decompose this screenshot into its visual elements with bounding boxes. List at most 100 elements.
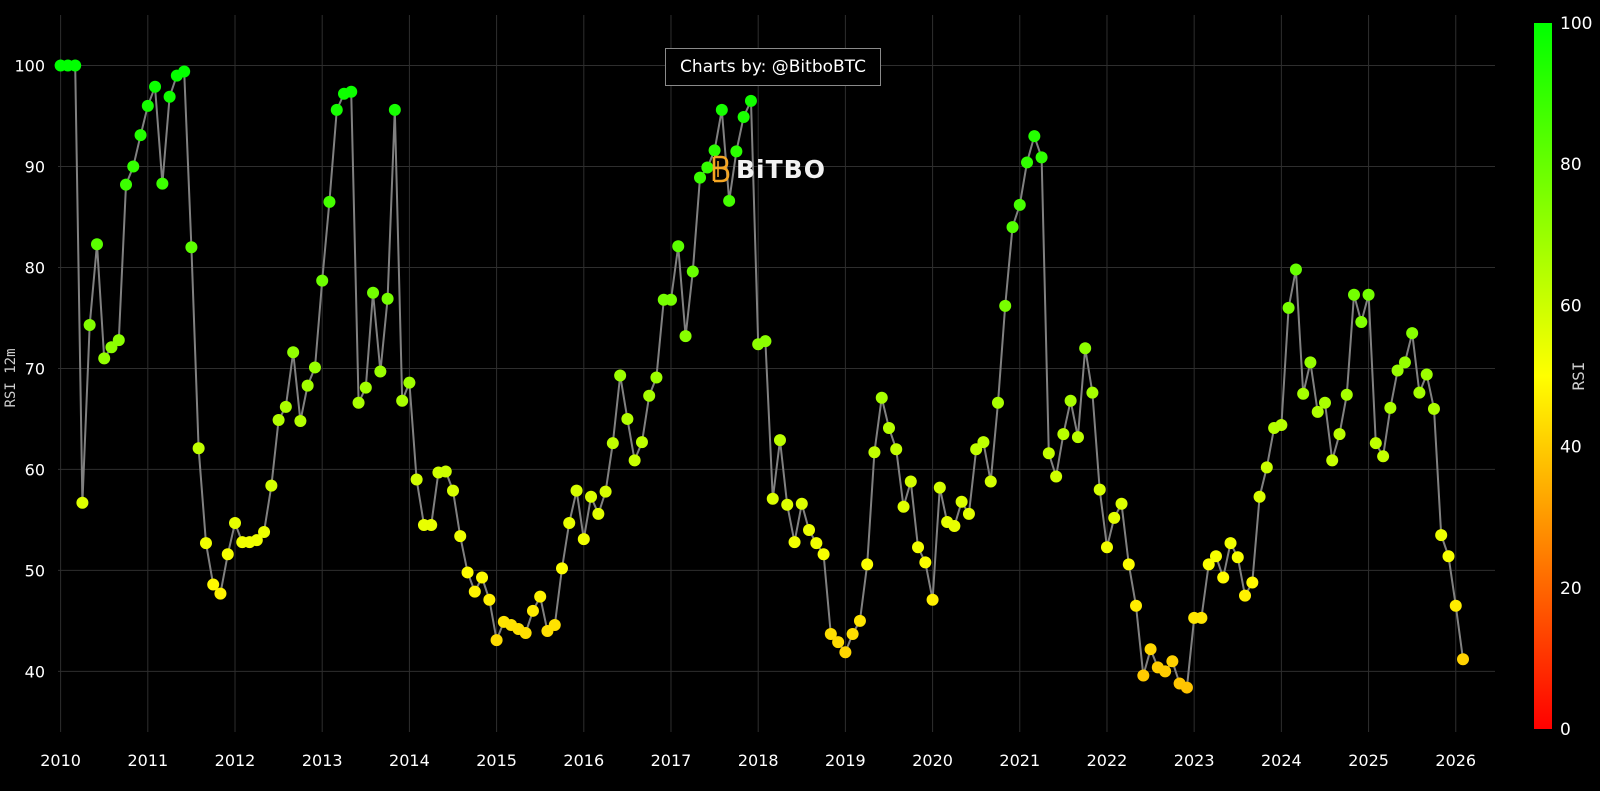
data-point xyxy=(301,379,314,392)
data-point xyxy=(1456,653,1469,666)
data-point xyxy=(265,479,278,492)
data-point xyxy=(439,465,452,478)
data-point xyxy=(149,80,162,93)
data-point xyxy=(723,194,736,207)
data-point xyxy=(1159,665,1172,678)
data-point xyxy=(817,548,830,561)
data-point xyxy=(98,352,111,365)
data-point xyxy=(904,475,917,488)
bitbo-logo-icon xyxy=(712,155,730,183)
data-point xyxy=(839,646,852,659)
y-tick-label: 40 xyxy=(25,662,45,681)
data-point xyxy=(962,507,975,520)
x-tick-label: 2021 xyxy=(999,751,1040,770)
data-point xyxy=(1086,386,1099,399)
y-tick-label: 70 xyxy=(25,359,45,378)
data-points xyxy=(54,59,1469,694)
data-point xyxy=(1064,394,1077,407)
colorbar-tick-label: 60 xyxy=(1560,296,1582,316)
data-point xyxy=(788,536,801,549)
data-point xyxy=(1180,681,1193,694)
data-point xyxy=(650,371,663,384)
data-point xyxy=(686,265,699,278)
data-point xyxy=(1144,643,1157,656)
data-point xyxy=(374,365,387,378)
data-point xyxy=(1362,288,1375,301)
data-point xyxy=(1304,356,1317,369)
x-tick-label: 2011 xyxy=(127,751,168,770)
x-tick-label: 2013 xyxy=(302,751,343,770)
data-point xyxy=(679,330,692,343)
data-point xyxy=(388,103,401,116)
data-point xyxy=(461,566,474,579)
data-point xyxy=(396,394,409,407)
data-point xyxy=(621,412,634,425)
data-point xyxy=(781,498,794,511)
colorbar-label: RSI xyxy=(1569,362,1588,391)
data-point xyxy=(1427,402,1440,415)
data-point xyxy=(861,558,874,571)
data-point xyxy=(367,286,380,299)
data-point xyxy=(1275,419,1288,432)
data-point xyxy=(1028,130,1041,143)
data-point xyxy=(83,319,96,332)
y-tick-label: 80 xyxy=(25,258,45,277)
data-point xyxy=(207,578,220,591)
bitbo-logo-text: BiTBO xyxy=(736,154,826,184)
data-point xyxy=(766,492,779,505)
data-point xyxy=(178,65,191,78)
gridlines xyxy=(58,15,1495,732)
data-point xyxy=(1333,428,1346,441)
data-point xyxy=(403,376,416,389)
data-point xyxy=(1166,655,1179,668)
x-tick-label: 2023 xyxy=(1174,751,1215,770)
data-point xyxy=(287,346,300,359)
data-point xyxy=(1050,470,1063,483)
bitbo-logo: BiTBO xyxy=(710,152,826,186)
data-point xyxy=(1246,576,1259,589)
colorbar-tick-label: 0 xyxy=(1560,720,1571,740)
data-point xyxy=(1130,599,1143,612)
data-point xyxy=(163,90,176,103)
data-point xyxy=(1340,388,1353,401)
data-point xyxy=(1377,450,1390,463)
data-point xyxy=(534,590,547,603)
data-point xyxy=(1202,558,1215,571)
x-tick-label: 2010 xyxy=(40,751,81,770)
x-tick-label: 2024 xyxy=(1261,751,1302,770)
data-point xyxy=(69,59,82,72)
data-point xyxy=(555,562,568,575)
data-point xyxy=(476,571,489,584)
data-point xyxy=(316,274,329,287)
data-point xyxy=(221,548,234,561)
data-point xyxy=(832,636,845,649)
data-point xyxy=(1449,599,1462,612)
data-point xyxy=(112,334,125,347)
data-point xyxy=(1442,550,1455,563)
data-point xyxy=(570,484,583,497)
data-point xyxy=(258,526,271,539)
data-point xyxy=(1209,550,1222,563)
data-point xyxy=(1253,490,1266,503)
data-point xyxy=(737,110,750,123)
data-point xyxy=(272,413,285,426)
data-point xyxy=(1013,198,1026,211)
data-point xyxy=(846,628,859,641)
data-point xyxy=(330,103,343,116)
data-point xyxy=(585,490,598,503)
data-point xyxy=(919,556,932,569)
x-tick-label: 2016 xyxy=(563,751,604,770)
data-point xyxy=(1413,386,1426,399)
colorbar-ticks: 0 20 40 60 80 100 xyxy=(1560,14,1592,740)
data-point xyxy=(447,484,460,497)
data-point xyxy=(1369,437,1382,450)
data-point xyxy=(955,495,968,508)
data-point xyxy=(279,400,292,413)
data-point xyxy=(468,585,481,598)
x-tick-label: 2026 xyxy=(1435,751,1476,770)
data-point xyxy=(1093,483,1106,496)
data-point xyxy=(199,537,212,550)
data-point xyxy=(454,530,467,543)
data-point xyxy=(868,446,881,459)
x-tick-label: 2020 xyxy=(912,751,953,770)
